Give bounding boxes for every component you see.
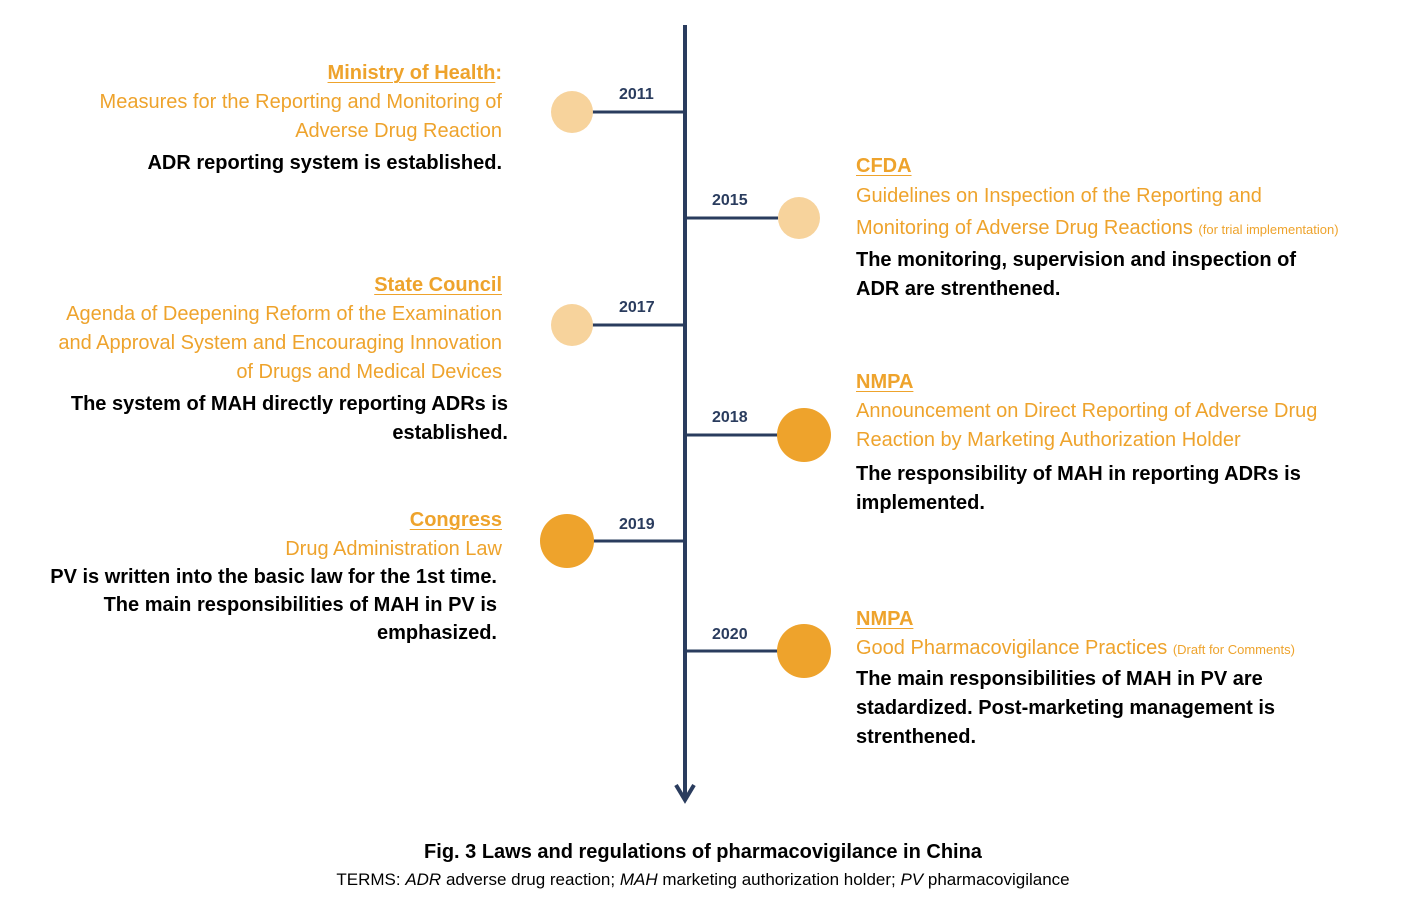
figure-caption-terms: TERMS: ADR adverse drug reaction; MAH ma… [0,870,1406,890]
event-org-suffix: : [495,62,502,84]
event-doc-line: Reaction by Marketing Authorization Hold… [856,429,1241,451]
year-label-2019: 2019 [619,516,655,533]
event-desc-line: established. [392,422,508,444]
event-doc-line: Good Pharmacovigilance Practices [856,637,1168,659]
event-desc-line: The system of MAH directly reporting ADR… [70,393,508,415]
event-doc-line: Guidelines on Inspection of the Reportin… [856,185,1262,207]
event-desc-line: PV is written into the basic law for the… [50,566,497,588]
event-desc-line: strenthened. [856,726,977,748]
event-desc-line: The main responsibilities of MAH in PV i… [103,594,497,616]
event-2019-desc: PV is written into the basic law for the… [0,563,497,647]
terms-text: marketing authorization holder; [657,870,901,889]
event-doc-line: Measures for the Reporting and Monitorin… [99,91,502,113]
event-doc-line: Monitoring of Adverse Drug Reactions [856,217,1193,239]
figure-caption-title: Fig. 3 Laws and regulations of pharmacov… [424,841,982,863]
event-org: NMPA [856,608,914,630]
terms-abbr: ADR [405,870,442,889]
event-org: NMPA [856,371,914,393]
event-doc-note: (Draft for Comments) [1172,642,1295,657]
timeline-dot-2018 [777,408,831,462]
event-2019: Congress Drug Administration Law [0,506,502,564]
timeline-dot-2011 [551,91,593,133]
event-desc-line: The main responsibilities of MAH in PV a… [856,668,1263,690]
timeline-dot-2020 [777,624,831,678]
terms-abbr: MAH [619,870,658,889]
event-doc-line: Announcement on Direct Reporting of Adve… [856,400,1318,422]
year-label-2015: 2015 [712,192,748,209]
event-org: CFDA [856,155,912,177]
event-doc-line: Drug Administration Law [285,538,502,560]
terms-text: TERMS: [336,870,406,889]
event-org: Ministry of Health [327,62,496,84]
year-label-2020: 2020 [712,626,748,643]
event-2017: State Council Agenda of Deepening Reform… [0,271,502,387]
event-doc-line: Adverse Drug Reaction [295,120,502,142]
event-org: Congress [409,509,502,531]
event-desc-line: ADR reporting system is established. [147,152,502,174]
terms-text: pharmacovigilance [923,870,1070,889]
event-doc-line: Agenda of Deepening Reform of the Examin… [66,303,502,325]
event-2017-desc: The system of MAH directly reporting ADR… [0,390,508,448]
event-2018: NMPA Announcement on Direct Reporting of… [856,368,1401,518]
event-doc-line: and Approval System and Encouraging Inno… [58,332,502,354]
event-desc-line: stadardized. Post-marketing management i… [856,697,1276,719]
event-org: State Council [374,274,502,296]
event-doc-line: of Drugs and Medical Devices [236,361,502,383]
event-desc-line: The monitoring, supervision and inspecti… [856,249,1297,271]
event-doc-note: (for trial implementation) [1198,222,1339,237]
event-desc-line: The responsibility of MAH in reporting A… [856,463,1301,485]
terms-abbr: PV [900,870,924,889]
terms-text: adverse drug reaction; [441,870,620,889]
year-label-2011: 2011 [619,86,654,103]
year-label-2017: 2017 [619,299,655,316]
event-desc-line: implemented. [856,492,985,514]
event-2015: CFDA Guidelines on Inspection of the Rep… [856,152,1401,304]
timeline-dot-2019 [540,514,594,568]
year-label-2018: 2018 [712,409,748,426]
event-desc-line: emphasized. [376,622,497,644]
event-desc-line: ADR are strenthened. [856,278,1061,300]
timeline-arrowhead [674,783,696,804]
timeline-dot-2015 [778,197,820,239]
timeline-dot-2017 [551,304,593,346]
event-2020: NMPA Good Pharmacovigilance Practices (D… [856,605,1401,752]
event-2011: Ministry of Health: Measures for the Rep… [0,59,502,178]
